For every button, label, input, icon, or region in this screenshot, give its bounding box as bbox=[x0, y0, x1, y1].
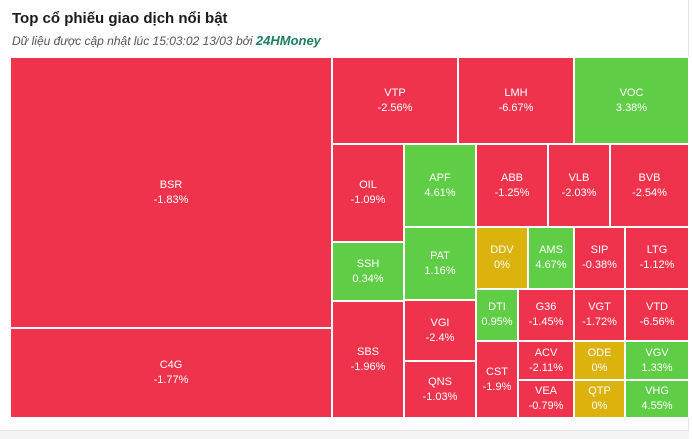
brand-link[interactable]: 24HMoney bbox=[255, 33, 321, 48]
tile-symbol: BSR bbox=[159, 178, 183, 191]
tile-change: 0.95% bbox=[481, 316, 513, 328]
treemap-tile-voc[interactable]: VOC 3.38% bbox=[574, 57, 689, 144]
tile-symbol: VTP bbox=[384, 86, 406, 99]
chart-subtitle: Dữ liệu được cập nhật lúc 15:03:02 13/03… bbox=[12, 33, 321, 48]
tile-symbol: DTI bbox=[488, 301, 506, 313]
treemap-tile-vgv[interactable]: VGV 1.33% bbox=[625, 341, 689, 380]
treemap-tile-vhg[interactable]: VHG 4.55% bbox=[625, 380, 689, 418]
tile-change: -2.56% bbox=[377, 101, 413, 114]
tile-change: 4.55% bbox=[641, 400, 673, 412]
tile-symbol: BVB bbox=[638, 171, 661, 184]
treemap-tile-sbs[interactable]: SBS -1.96% bbox=[332, 301, 404, 418]
tile-symbol: C4G bbox=[159, 359, 183, 371]
treemap-tile-sip[interactable]: SIP -0.38% bbox=[574, 227, 625, 289]
treemap-tile-vtd[interactable]: VTD -6.56% bbox=[625, 289, 689, 341]
treemap-tile-bvb[interactable]: BVB -2.54% bbox=[610, 144, 689, 227]
tile-change: -6.56% bbox=[639, 316, 675, 328]
tile-change: 4.67% bbox=[535, 259, 567, 271]
treemap-tile-oil[interactable]: OIL -1.09% bbox=[332, 144, 404, 242]
treemap-tile-cst[interactable]: CST -1.9% bbox=[476, 341, 518, 418]
tile-symbol: QNS bbox=[428, 375, 452, 388]
tile-change: -1.83% bbox=[153, 193, 189, 206]
horizontal-scrollbar[interactable] bbox=[0, 430, 689, 439]
tile-symbol: VGT bbox=[588, 301, 611, 313]
tile-change: -1.77% bbox=[153, 374, 189, 386]
tile-symbol: SSH bbox=[356, 257, 380, 270]
treemap-tile-vgi[interactable]: VGI -2.4% bbox=[404, 300, 476, 361]
tile-symbol: VHG bbox=[645, 385, 669, 397]
tile-symbol: ODE bbox=[587, 346, 612, 359]
tile-change: -1.12% bbox=[639, 259, 675, 271]
treemap-tile-ams[interactable]: AMS 4.67% bbox=[528, 227, 574, 289]
tile-change: -1.25% bbox=[494, 186, 530, 199]
treemap-tile-ddv[interactable]: DDV 0% bbox=[476, 227, 528, 289]
tile-symbol: AMS bbox=[539, 244, 563, 256]
tile-symbol: LTG bbox=[646, 244, 668, 256]
tile-symbol: SIP bbox=[590, 244, 609, 256]
tile-change: 3.38% bbox=[615, 101, 648, 114]
tile-symbol: CST bbox=[486, 365, 508, 378]
tile-change: -2.11% bbox=[528, 361, 564, 374]
tile-change: 0% bbox=[591, 361, 608, 374]
treemap-tile-pat[interactable]: PAT 1.16% bbox=[404, 227, 476, 300]
tile-change: -2.4% bbox=[425, 331, 455, 344]
tile-change: -0.38% bbox=[582, 259, 617, 271]
tile-change: -2.03% bbox=[561, 186, 597, 199]
tile-symbol: ACV bbox=[534, 346, 558, 359]
treemap-tile-bsr[interactable]: BSR -1.83% bbox=[10, 57, 332, 328]
chart-title: Top cổ phiếu giao dịch nổi bật bbox=[12, 10, 228, 27]
stock-treemap: BSR -1.83% C4G -1.77% VTP -2.56% LMH -6.67% VOC 3… bbox=[10, 57, 689, 418]
tile-change: -1.45% bbox=[528, 316, 564, 328]
tile-change: 1.33% bbox=[641, 361, 673, 374]
treemap-tile-qns[interactable]: QNS -1.03% bbox=[404, 361, 476, 418]
treemap-tile-ltg[interactable]: LTG -1.12% bbox=[625, 227, 689, 289]
tile-symbol: LMH bbox=[504, 86, 528, 99]
treemap-tile-vea[interactable]: VEA -0.79% bbox=[518, 380, 574, 418]
update-timestamp: Dữ liệu được cập nhật lúc 15:03:02 13/03… bbox=[12, 34, 253, 48]
tile-change: -1.09% bbox=[350, 194, 386, 206]
treemap-tile-g36[interactable]: G36 -1.45% bbox=[518, 289, 574, 341]
treemap-tile-ssh[interactable]: SSH 0.34% bbox=[332, 242, 404, 301]
treemap-tile-vtp[interactable]: VTP -2.56% bbox=[332, 57, 458, 144]
tile-change: 0% bbox=[494, 259, 510, 271]
tile-change: -0.79% bbox=[528, 400, 564, 412]
tile-symbol: VGV bbox=[645, 346, 669, 359]
tile-change: -1.72% bbox=[582, 316, 617, 328]
tile-symbol: VGI bbox=[430, 316, 450, 329]
treemap-tile-dti[interactable]: DTI 0.95% bbox=[476, 289, 518, 341]
treemap-tile-vlb[interactable]: VLB -2.03% bbox=[548, 144, 610, 227]
tile-symbol: SBS bbox=[356, 345, 379, 358]
tile-change: -1.96% bbox=[350, 360, 386, 373]
tile-change: 0.34% bbox=[352, 272, 384, 285]
treemap-tile-c4g[interactable]: C4G -1.77% bbox=[10, 328, 332, 418]
treemap-tile-ode[interactable]: ODE 0% bbox=[574, 341, 625, 380]
tile-change: -1.03% bbox=[422, 390, 458, 403]
tile-change: -1.9% bbox=[482, 380, 512, 393]
treemap-tile-lmh[interactable]: LMH -6.67% bbox=[458, 57, 574, 144]
tile-change: -6.67% bbox=[498, 101, 534, 114]
tile-change: -2.54% bbox=[632, 186, 667, 199]
tile-symbol: ABB bbox=[500, 171, 523, 184]
treemap-tile-abb[interactable]: ABB -1.25% bbox=[476, 144, 548, 227]
treemap-tile-qtp[interactable]: QTP 0% bbox=[574, 380, 625, 418]
tile-symbol: APF bbox=[429, 171, 451, 184]
tile-change: 0% bbox=[591, 400, 608, 412]
tile-symbol: QTP bbox=[588, 385, 611, 397]
tile-symbol: DDV bbox=[490, 244, 514, 256]
tile-symbol: VOC bbox=[619, 86, 644, 99]
tile-symbol: VTD bbox=[646, 301, 668, 313]
tile-change: 1.16% bbox=[424, 264, 456, 277]
treemap-tile-acv[interactable]: ACV -2.11% bbox=[518, 341, 574, 380]
treemap-tile-apf[interactable]: APF 4.61% bbox=[404, 144, 476, 227]
tile-symbol: G36 bbox=[535, 301, 557, 313]
tile-change: 4.61% bbox=[424, 186, 456, 199]
tile-symbol: PAT bbox=[430, 249, 450, 262]
tile-symbol: VEA bbox=[534, 385, 557, 397]
treemap-tile-vgt[interactable]: VGT -1.72% bbox=[574, 289, 625, 341]
tile-symbol: OIL bbox=[359, 179, 377, 191]
tile-symbol: VLB bbox=[568, 171, 590, 184]
